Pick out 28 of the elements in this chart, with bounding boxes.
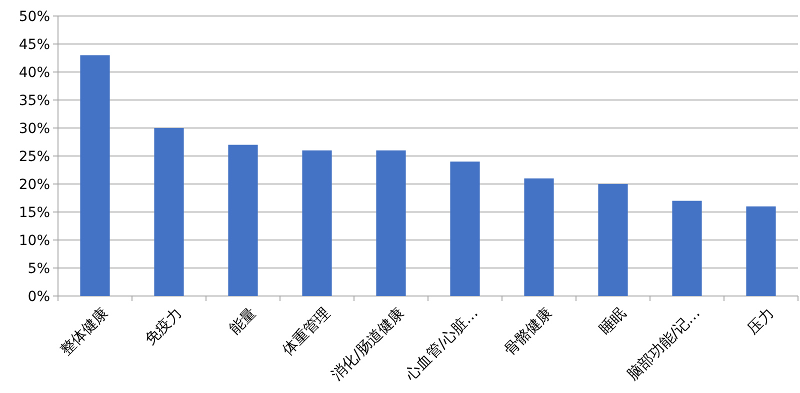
y-tick-label: 20% [18, 176, 50, 193]
bar [746, 206, 776, 296]
y-tick-label: 5% [28, 260, 50, 277]
y-tick-label: 15% [18, 204, 50, 221]
x-tick-label: 整体健康 [56, 304, 112, 359]
x-tick-label: 体重管理 [278, 304, 334, 359]
bar [598, 184, 628, 296]
bar [672, 200, 702, 296]
y-tick-label: 45% [18, 36, 50, 53]
y-tick-label: 30% [18, 120, 50, 137]
y-tick-label: 40% [18, 64, 50, 81]
x-tick-label: 骨骼健康 [500, 304, 556, 359]
y-tick-label: 0% [28, 288, 50, 305]
bar [524, 178, 554, 296]
x-tick-label: 压力 [744, 304, 778, 338]
y-tick-label: 10% [18, 232, 50, 249]
bar [80, 55, 110, 296]
y-tick-label: 35% [18, 92, 50, 109]
x-tick-label: 免疫力 [140, 304, 186, 348]
y-tick-label: 25% [18, 148, 50, 165]
x-tick-label: 睡眠 [596, 304, 630, 338]
y-tick-label: 50% [18, 8, 50, 25]
bar [228, 144, 258, 296]
bar [302, 150, 332, 296]
bar [376, 150, 406, 296]
x-tick-label: 能量 [226, 304, 260, 338]
bar [450, 162, 480, 296]
bar [154, 128, 184, 296]
